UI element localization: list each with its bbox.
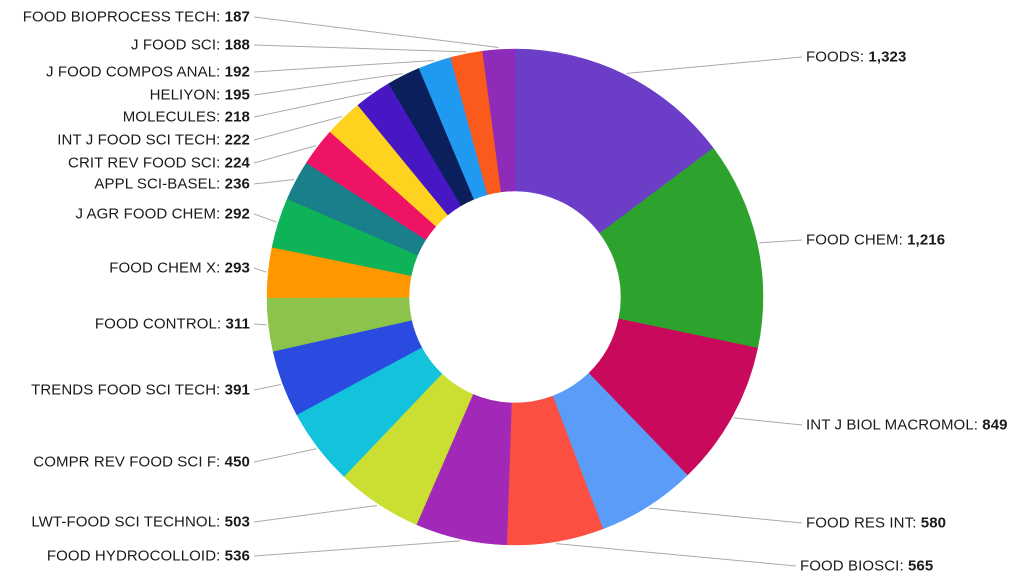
slice-label-appl-sci-basel: APPL SCI-BASEL: 236 [94,177,250,192]
slice-label-name: FOOD HYDROCOLLOID: [46,547,225,565]
slice-label-heliyon: HELIYON: 195 [150,88,250,103]
slice-label-j-food-compos-anal: J FOOD COMPOS ANAL: 192 [46,65,250,80]
leader-line-appl-sci-basel [253,178,295,185]
leader-line-food-control [253,323,267,326]
slice-label-value: 580 [920,514,947,532]
slice-label-value: 391 [224,381,250,399]
leader-line-food-res-int [648,507,803,524]
slice-label-j-agr-food-chem: J AGR FOOD CHEM: 292 [75,207,250,222]
slice-label-name: CRIT REV FOOD SCI: [68,154,225,172]
leader-line-foods [626,56,803,74]
slice-label-name: MOLECULES: [122,108,225,126]
slice-label-value: 503 [224,513,250,531]
slice-label-lwt-food-sci-technol: LWT-FOOD SCI TECHNOL: 503 [31,515,250,530]
slice-label-value: 565 [907,557,934,575]
slice-label-value: 192 [224,63,250,81]
slice-label-food-chem-x: FOOD CHEM X: 293 [109,261,250,276]
slice-label-value: 536 [224,547,250,565]
slice-label-food-bioprocess-tech: FOOD BIOPROCESS TECH: 187 [23,10,250,25]
slice-label-name: COMPR REV FOOD SCI F: [33,453,225,471]
slice-label-value: 195 [224,86,250,104]
slice-label-trends-food-sci-tech: TRENDS FOOD SCI TECH: 391 [31,383,250,398]
slice-label-compr-rev-food-sci-f: COMPR REV FOOD SCI F: 450 [33,455,250,470]
slice-label-value: 218 [224,108,250,126]
slice-label-name: FOOD BIOSCI: [800,557,908,575]
slice-label-name: FOODS: [806,48,869,66]
slice-label-value: 292 [224,205,250,223]
slice-label-j-food-sci: J FOOD SCI: 188 [131,38,250,53]
slice-label-value: 1,216 [907,231,946,249]
slice-label-food-hydrocolloid: FOOD HYDROCOLLOID: 536 [47,549,250,564]
leader-line-food-biosci [555,543,797,567]
slice-food-bioprocess-tech [482,48,516,193]
slice-label-name: J AGR FOOD CHEM: [75,205,225,223]
slice-label-name: INT J FOOD SCI TECH: [57,131,225,149]
leader-line-heliyon [253,73,403,96]
leader-line-lwt-food-sci-technol [253,504,378,523]
slice-label-name: FOOD CHEM: [806,231,908,249]
slice-foods [514,48,714,234]
slice-label-name: J FOOD COMPOS ANAL: [45,63,225,81]
slice-label-value: 222 [224,131,250,149]
leader-line-food-bioprocess-tech [253,16,499,49]
slice-label-value: 188 [224,36,250,54]
slice-label-name: FOOD CONTROL: [94,315,226,333]
leader-line-j-food-compos-anal [253,59,435,73]
leader-line-trends-food-sci-tech [253,384,281,391]
leader-line-molecules [253,91,372,118]
slice-label-name: FOOD CHEM X: [109,259,225,277]
slice-label-value: 187 [224,8,250,26]
leader-line-j-agr-food-chem [253,213,277,223]
slice-label-name: LWT-FOOD SCI TECHNOL: [31,513,225,531]
slice-label-name: FOOD BIOPROCESS TECH: [22,8,225,26]
slice-label-int-j-food-sci-tech: INT J FOOD SCI TECH: 222 [57,133,250,148]
leader-line-crit-rev-food-sci [253,145,317,164]
slice-label-value: 236 [224,175,250,193]
slice-label-name: INT J BIOL MACROMOL: [806,416,983,434]
slice-label-value: 293 [224,259,250,277]
slice-label-food-biosci: FOOD BIOSCI: 565 [800,559,933,574]
slice-label-value: 849 [982,416,1008,434]
slice-label-value: 311 [225,315,250,333]
leader-line-food-chem-x [253,267,267,273]
slice-label-name: FOOD RES INT: [806,514,921,532]
leader-line-int-j-biol-macromol [733,417,803,426]
slice-label-molecules: MOLECULES: 218 [123,110,250,125]
slice-label-food-chem: FOOD CHEM: 1,216 [806,233,945,248]
leader-line-compr-rev-food-sci-f [253,448,317,463]
leader-line-int-j-food-sci-tech [253,116,343,141]
slice-label-foods: FOODS: 1,323 [806,50,906,65]
slice-label-crit-rev-food-sci: CRIT REV FOOD SCI: 224 [68,156,250,171]
slice-label-name: J FOOD SCI: [130,36,225,54]
leader-line-j-food-sci [253,44,467,53]
slice-food-chem [599,147,764,349]
leader-line-food-hydrocolloid [253,540,461,557]
slice-label-name: TRENDS FOOD SCI TECH: [31,381,225,399]
slice-label-int-j-biol-macromol: INT J BIOL MACROMOL: 849 [806,418,1008,433]
slice-label-value: 450 [224,453,250,471]
slice-label-name: HELIYON: [149,86,225,104]
slice-label-name: APPL SCI-BASEL: [94,175,225,193]
leader-line-food-chem [759,239,803,244]
slice-label-food-control: FOOD CONTROL: 311 [95,317,250,332]
slice-label-value: 1,323 [868,48,907,66]
slice-label-food-res-int: FOOD RES INT: 580 [806,516,946,531]
slice-label-value: 224 [224,154,250,172]
